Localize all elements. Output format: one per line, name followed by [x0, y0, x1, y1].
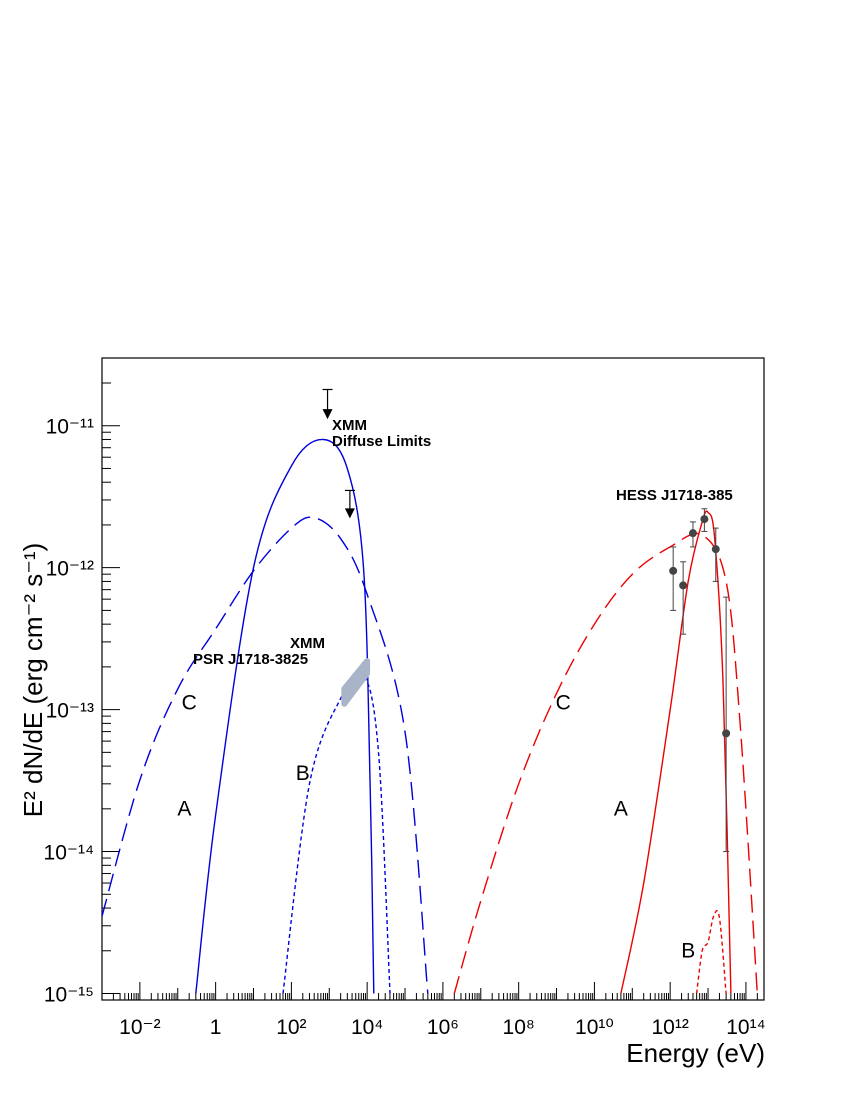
y-tick-label: 10⁻¹³	[46, 700, 94, 723]
hess-data-point	[700, 515, 709, 524]
x-axis-label: Energy (eV)	[626, 1038, 765, 1068]
xmm-diffuse-label-line2: Diffuse Limits	[332, 433, 431, 450]
hess-data-point	[688, 529, 697, 538]
curve-label-C: C	[556, 692, 571, 715]
curve-inverse_compton-B	[695, 910, 727, 994]
x-tick-label: 10⁶	[427, 1016, 459, 1039]
curve-synchrotron-A	[195, 438, 375, 994]
curve-label-C: C	[182, 692, 197, 715]
x-tick-label: 10¹⁴	[726, 1016, 765, 1039]
y-tick-label: 10⁻¹⁴	[44, 842, 94, 865]
x-tick-label: 10⁻²	[119, 1016, 160, 1039]
y-tick-label: 10⁻¹²	[46, 558, 94, 581]
curve-label-A: A	[177, 797, 191, 820]
curve-label-B: B	[296, 762, 310, 785]
x-tick-label: 10²	[276, 1016, 306, 1039]
xmm-diffuse-label-line1: XMM	[332, 417, 367, 434]
x-tick-label: 10¹²	[651, 1016, 688, 1039]
x-tick-label: 10¹⁰	[575, 1016, 614, 1039]
upper-limit-arrow	[344, 508, 355, 519]
xmm-psr-label-line1: XMM	[290, 635, 325, 652]
measurement-layer	[322, 388, 731, 853]
hess-data-point	[711, 545, 720, 554]
curve-synchrotron-C	[101, 516, 429, 994]
upper-limit-arrow	[322, 409, 333, 420]
y-tick-label: 10⁻¹⁵	[44, 984, 94, 1007]
xmm-psr-spectrum-band	[341, 658, 371, 707]
xmm-psr-label-line2: PSR J1718-3825	[193, 651, 308, 668]
curve-inverse_compton-C	[453, 532, 758, 994]
curve-label-B: B	[681, 939, 695, 962]
hess-data-point	[679, 581, 688, 590]
y-tick-label: 10⁻¹¹	[46, 416, 94, 439]
model-curves	[101, 438, 758, 994]
x-tick-label: 10⁴	[351, 1016, 383, 1039]
text-labels: Energy (eV) E² dN/dE (erg cm⁻² s⁻¹) XMM …	[18, 416, 766, 1068]
axis-ticks	[101, 357, 765, 1001]
plot-frame	[101, 357, 765, 1001]
curve-label-A: A	[614, 797, 628, 820]
plot-border	[101, 357, 765, 1001]
x-tick-label: 10⁸	[503, 1016, 535, 1039]
y-axis-label: E² dN/dE (erg cm⁻² s⁻¹)	[18, 543, 48, 817]
hess-source-label: HESS J1718-385	[616, 487, 733, 504]
x-tick-label: 1	[210, 1016, 222, 1039]
curve-synchrotron-B	[282, 671, 391, 994]
hess-data-point	[669, 566, 678, 575]
hess-data-point	[722, 729, 731, 738]
curve-inverse_compton-A	[620, 510, 732, 994]
